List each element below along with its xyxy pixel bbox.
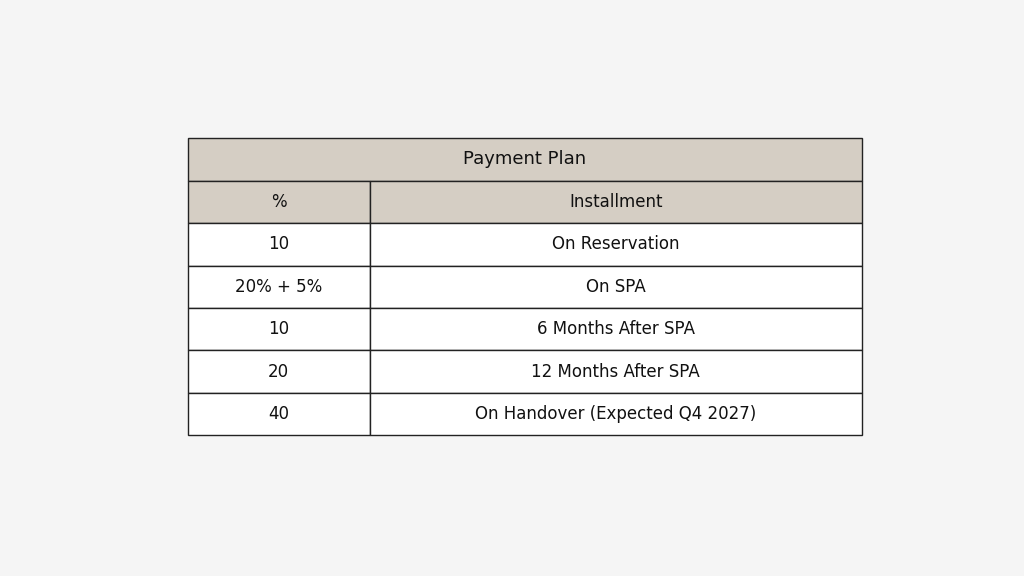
Bar xyxy=(370,350,862,393)
Text: %: % xyxy=(270,193,287,211)
Bar xyxy=(187,223,370,266)
Text: On SPA: On SPA xyxy=(586,278,646,296)
Bar xyxy=(370,181,862,223)
Text: 10: 10 xyxy=(268,236,289,253)
Bar xyxy=(370,266,862,308)
Text: 20% + 5%: 20% + 5% xyxy=(234,278,323,296)
Bar xyxy=(370,308,862,350)
Bar xyxy=(187,266,370,308)
Bar xyxy=(187,181,370,223)
Text: 10: 10 xyxy=(268,320,289,338)
Bar xyxy=(187,393,370,435)
Text: On Reservation: On Reservation xyxy=(552,236,680,253)
Text: 20: 20 xyxy=(268,362,289,381)
Bar xyxy=(187,138,862,181)
Text: On Handover (Expected Q4 2027): On Handover (Expected Q4 2027) xyxy=(475,405,757,423)
Bar xyxy=(370,223,862,266)
Text: Installment: Installment xyxy=(569,193,663,211)
Text: Payment Plan: Payment Plan xyxy=(463,150,587,168)
Bar xyxy=(187,350,370,393)
Bar xyxy=(370,393,862,435)
Text: 6 Months After SPA: 6 Months After SPA xyxy=(537,320,695,338)
Bar xyxy=(187,308,370,350)
Text: 40: 40 xyxy=(268,405,289,423)
Text: 12 Months After SPA: 12 Months After SPA xyxy=(531,362,700,381)
